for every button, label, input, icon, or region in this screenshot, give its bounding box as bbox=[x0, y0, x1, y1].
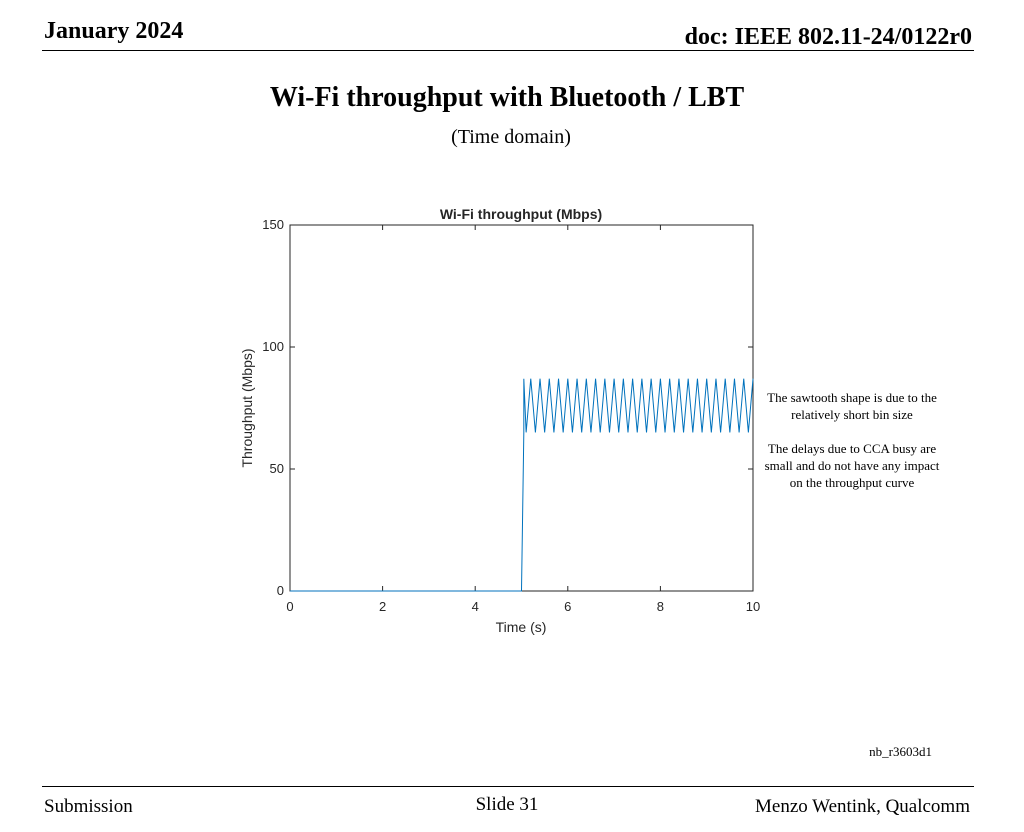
series-line-throughput bbox=[290, 378, 754, 592]
x-tick-label: 0 bbox=[286, 599, 293, 614]
note-cca: The delays due to CCA busy are small and… bbox=[764, 441, 940, 490]
y-axis-label: Throughput (Mbps) bbox=[239, 348, 255, 467]
footer-submission: Submission bbox=[44, 796, 133, 817]
x-tick-label: 4 bbox=[472, 599, 479, 614]
slide-title: Wi-Fi throughput with Bluetooth / LBT bbox=[269, 82, 745, 113]
footer-rule bbox=[42, 786, 974, 787]
x-axis-label: Time (s) bbox=[496, 619, 547, 635]
x-tick-label: 2 bbox=[379, 599, 386, 614]
annotation-note: The sawtooth shape is due to the relativ… bbox=[762, 389, 942, 508]
x-tick-label: 10 bbox=[746, 599, 760, 614]
chart-title: Wi-Fi throughput (Mbps) bbox=[440, 206, 602, 222]
header-date: January 2024 bbox=[44, 18, 184, 44]
y-axis: 0 50 100 150 bbox=[262, 217, 753, 598]
y-tick-label: 0 bbox=[277, 583, 284, 598]
y-tick-label: 150 bbox=[262, 217, 284, 232]
note-sawtooth: The sawtooth shape is due to the relativ… bbox=[767, 390, 937, 422]
footer-slide-number: Slide 31 bbox=[475, 794, 539, 815]
plot-area bbox=[289, 224, 754, 592]
header-rule bbox=[42, 50, 974, 51]
y-tick-label: 100 bbox=[262, 339, 284, 354]
header-doc-id: doc: IEEE 802.11-24/0122r0 bbox=[684, 24, 972, 50]
slide-subtitle: (Time domain) bbox=[451, 126, 571, 148]
footer-author: Menzo Wentink, Qualcomm bbox=[755, 796, 970, 817]
reference-id: nb_r3603d1 bbox=[869, 744, 932, 759]
x-tick-label: 8 bbox=[657, 599, 664, 614]
x-tick-label: 6 bbox=[564, 599, 571, 614]
x-axis: 0 2 4 6 8 10 bbox=[286, 225, 760, 614]
y-tick-label: 50 bbox=[270, 461, 284, 476]
